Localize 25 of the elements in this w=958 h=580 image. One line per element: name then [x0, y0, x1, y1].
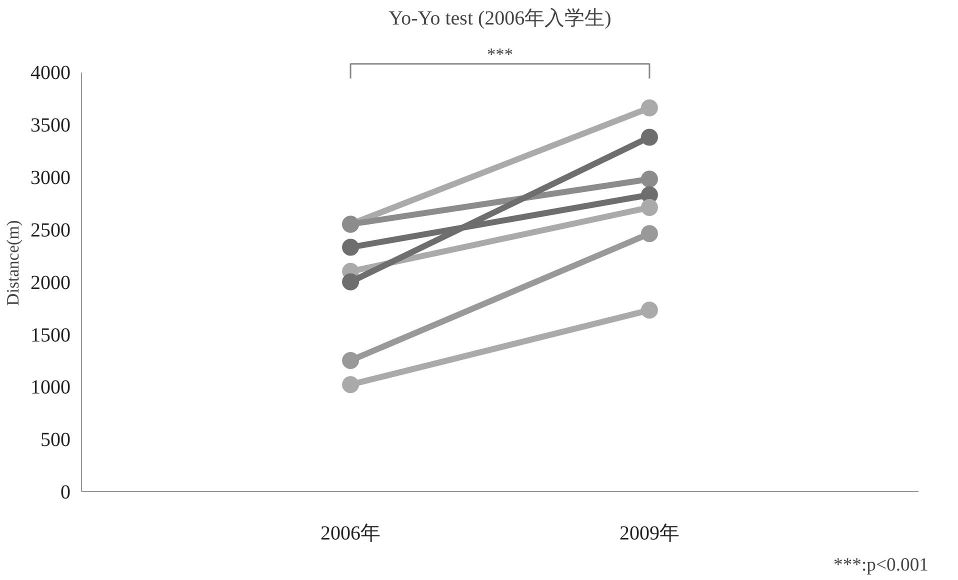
y-tick-label: 3000 — [30, 167, 70, 190]
chart-title: Yo-Yo test (2006年入学生) — [388, 8, 612, 30]
point — [342, 273, 360, 290]
point — [342, 238, 360, 256]
y-tick-label: 0 — [60, 482, 70, 504]
y-tick-label: 4000 — [30, 62, 70, 84]
y-tick-label: 2500 — [30, 219, 70, 242]
point — [640, 170, 658, 188]
text: *** — [487, 44, 514, 64]
point — [640, 302, 658, 319]
x-tick-label: 2009年 — [619, 522, 680, 544]
point — [342, 376, 360, 394]
x-tick-label: 2006年 — [320, 522, 381, 544]
point — [640, 99, 658, 116]
point — [342, 352, 360, 369]
y-axis-title: Distance(m) — [4, 220, 22, 306]
text: ***:p<0.001 — [834, 554, 929, 576]
point — [640, 198, 658, 216]
y-tick-label: 500 — [40, 429, 70, 452]
point — [640, 128, 658, 146]
y-tick-label: 1500 — [30, 324, 70, 346]
y-tick-label: 1000 — [30, 376, 70, 399]
point — [640, 225, 658, 242]
y-tick-label: 3500 — [30, 114, 70, 137]
y-tick-label: 2000 — [30, 272, 70, 294]
